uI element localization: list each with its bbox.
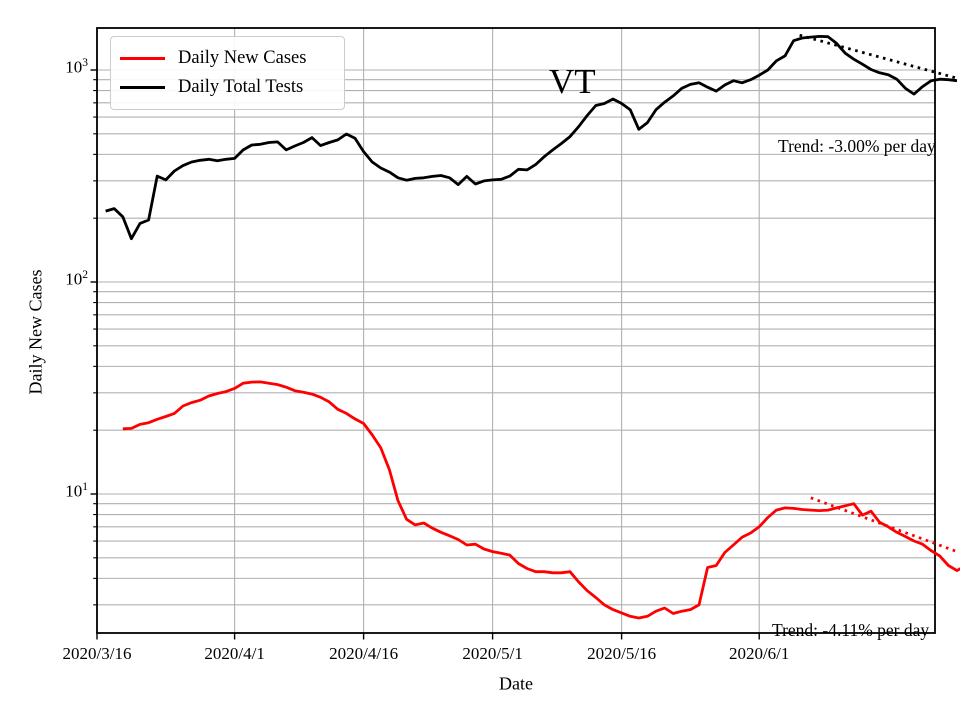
legend-entry-daily-total-tests: Daily Total Tests <box>120 73 334 102</box>
daily-new-cases-trend-line <box>810 496 958 553</box>
daily-new-cases-line <box>122 380 960 620</box>
axes-border <box>96 27 936 634</box>
legend-label: Daily Total Tests <box>178 77 304 97</box>
y-tick-label: 103 <box>65 57 88 77</box>
x-tick-label: 2020/5/16 <box>587 644 657 663</box>
x-tick-label: 2020/5/1 <box>462 644 523 663</box>
tests-trend-annotation: Trend: -3.00% per day <box>778 136 936 156</box>
legend-line-sample-red <box>120 57 165 60</box>
tick-marks <box>90 69 760 640</box>
data-series <box>105 33 960 620</box>
x-tick-label: 2020/4/16 <box>329 644 399 663</box>
x-axis-title: Date <box>499 673 533 694</box>
state-annotation: VT <box>549 62 596 101</box>
grid-lines <box>96 28 935 633</box>
x-tick-label: 2020/3/16 <box>62 644 132 663</box>
x-tick-label: 2020/6/1 <box>728 644 790 663</box>
legend: Daily New Cases Daily Total Tests <box>110 36 345 110</box>
y-tick-label: 102 <box>65 269 88 289</box>
legend-label: Daily New Cases <box>178 48 307 68</box>
legend-entry-daily-new-cases: Daily New Cases <box>120 44 334 73</box>
daily-total-tests-line <box>105 35 958 241</box>
legend-line-sample-black <box>120 86 165 89</box>
y-axis-title: Daily New Cases <box>25 269 46 395</box>
cases-trend-annotation: Trend: -4.11% per day <box>772 620 930 640</box>
y-tick-label: 101 <box>65 481 88 501</box>
daily-total-tests-trend-line <box>799 33 958 80</box>
x-tick-label: 2020/4/1 <box>204 644 265 663</box>
